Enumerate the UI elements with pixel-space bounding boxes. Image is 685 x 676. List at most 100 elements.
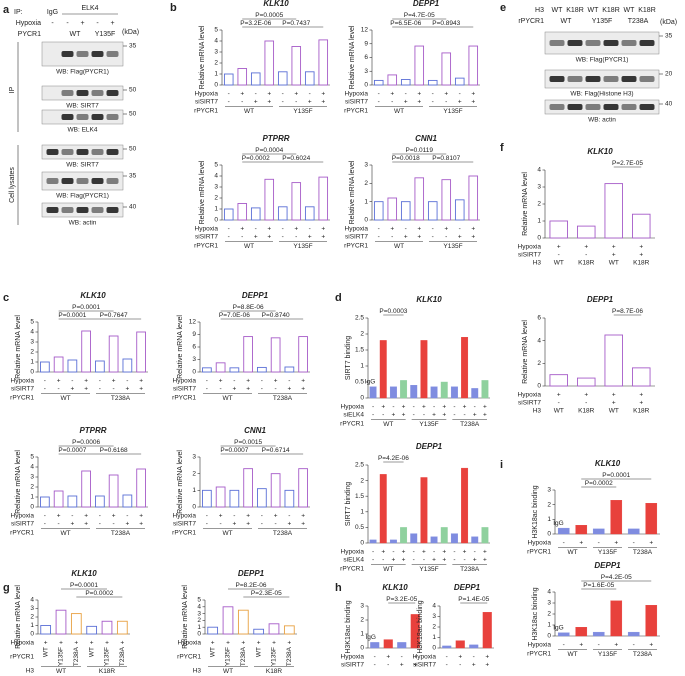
chart-title: CNN1 [244, 426, 266, 435]
row-mark: K18R [602, 7, 620, 14]
row-mark: + [557, 392, 561, 399]
row-mark: - [282, 99, 284, 106]
row-mark: - [453, 412, 455, 419]
row-mark: - [99, 513, 101, 520]
y-tick-label: 4 [30, 597, 34, 604]
row-label: Hypoxia [173, 513, 197, 520]
row-mark: - [413, 404, 415, 411]
band [106, 149, 119, 155]
row-label: Hypoxia [341, 549, 365, 556]
row-mark: WT [552, 7, 564, 14]
y-tick-label: 3 [360, 603, 364, 610]
row-mark: + [321, 91, 325, 98]
row-mark: + [483, 557, 487, 564]
bar [277, 71, 288, 86]
chart-title: DEPP1 [416, 442, 443, 451]
p-value: P=0.0119 [405, 147, 433, 154]
row-label: Hypoxia [11, 378, 35, 385]
bar [379, 340, 387, 399]
bar [53, 490, 64, 508]
row-mark: - [423, 412, 425, 419]
row-mark: + [267, 226, 271, 233]
y-tick-label: 1 [360, 363, 364, 370]
row-label: siSIRT7 [341, 662, 364, 669]
band [621, 40, 637, 46]
bar [257, 366, 267, 373]
bar [284, 366, 295, 373]
p-value: P=0.8740 [262, 312, 290, 319]
row-mark: + [139, 378, 143, 385]
group-label: T238A [460, 421, 480, 428]
y-axis-label: Relative mRNA level [15, 585, 22, 649]
row-mark: - [459, 226, 461, 233]
row-mark: - [405, 91, 407, 98]
band [61, 207, 74, 213]
bar [549, 374, 569, 387]
y-tick-label: 0 [360, 645, 364, 652]
row-mark: - [585, 400, 587, 407]
p-value: P=0.0002 [585, 480, 613, 487]
row-mark: - [432, 99, 434, 106]
row-label: H3 [26, 668, 35, 675]
row-mark: + [381, 404, 385, 411]
baseline-label: IgG [365, 634, 375, 641]
group-label: WT [561, 18, 573, 25]
group-label: Y135F [598, 651, 617, 658]
y-tick-label: 1 [214, 206, 218, 213]
blot-label: WB: Flag(PYCR1) [576, 57, 629, 64]
row-mark: - [309, 226, 311, 233]
y-tick-label: 3 [30, 474, 34, 481]
p-value: P=0.0001 [602, 472, 630, 479]
section-label: IP [9, 86, 16, 93]
p-value: P=0.0004 [255, 147, 283, 154]
row-mark: + [649, 540, 653, 547]
blot [544, 31, 660, 55]
row-mark: + [59, 640, 63, 647]
row-mark: - [453, 549, 455, 556]
lane-label: IgG [47, 9, 58, 16]
row-mark: + [392, 412, 396, 419]
y-tick-label: 3 [214, 49, 218, 56]
row-mark: - [372, 549, 374, 556]
bar [632, 367, 651, 387]
row-label: Hypoxia [341, 404, 365, 411]
baseline-label: IgG [553, 624, 563, 631]
row-label: Hypoxia [345, 226, 369, 233]
row-label: Hypoxia [528, 540, 552, 547]
row-mark: + [254, 99, 258, 106]
row-mark: WT [554, 408, 564, 415]
bar [557, 632, 570, 637]
y-tick-label: 2 [547, 501, 551, 508]
y-tick-label: 4 [537, 337, 541, 344]
bar [627, 631, 640, 637]
bar [86, 625, 98, 635]
row-mark: + [57, 378, 61, 385]
y-tick-label: 3 [192, 356, 196, 363]
band [76, 90, 89, 96]
bar [370, 642, 380, 649]
y-tick-label: 3 [214, 184, 218, 191]
row-mark: - [459, 91, 461, 98]
row-mark: + [246, 386, 250, 393]
band [585, 76, 601, 82]
p-value: P=2.3E-05 [251, 590, 282, 597]
p-value: P=0.0006 [72, 439, 100, 446]
row-mark: - [633, 642, 635, 649]
row-label: Hypoxia [11, 640, 35, 647]
blot-label: WB: SIRT7 [66, 103, 99, 110]
row-mark: - [255, 91, 257, 98]
bar [237, 609, 249, 635]
row-mark: - [372, 404, 374, 411]
row-mark: + [463, 549, 467, 556]
p-value: P=6.5E-06 [390, 20, 421, 27]
group-label: WT [223, 668, 233, 675]
row-mark: - [558, 400, 560, 407]
chart-title: KLK10 [587, 147, 613, 156]
band [549, 40, 565, 46]
y-axis-label: SIRT7 binding [345, 336, 352, 380]
chart-title: KLK10 [71, 569, 97, 578]
row-mark: + [639, 244, 643, 251]
y-tick-label: 2.5 [355, 315, 364, 322]
row-mark: + [473, 412, 477, 419]
row-mark: - [126, 513, 128, 520]
